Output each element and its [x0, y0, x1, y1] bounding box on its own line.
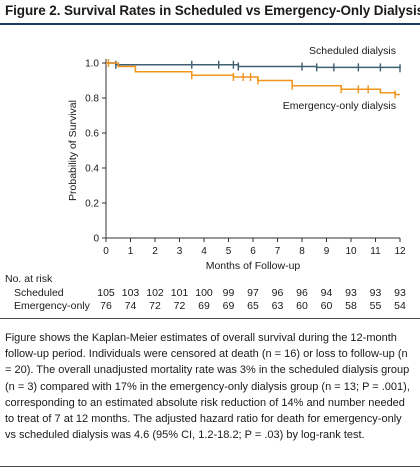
x-tick-label: 7 [275, 246, 281, 257]
x-tick-label: 9 [324, 246, 330, 257]
risk-count: 96 [296, 287, 308, 299]
risk-count: 94 [321, 287, 333, 299]
risk-count: 60 [296, 300, 308, 312]
title-rule [0, 23, 420, 25]
risk-count: 69 [223, 300, 235, 312]
caption-paragraph: Figure shows the Kaplan-Meier estimates … [5, 332, 410, 442]
series-label-emergency-only: Emergency-only dialysis [283, 100, 396, 112]
risk-count: 103 [122, 287, 140, 299]
risk-table: No. at risk Scheduled 105 103 102 101 100 99 97 9… [5, 273, 406, 312]
risk-count: 93 [345, 287, 357, 299]
x-tick-label: 6 [250, 246, 256, 257]
risk-count: 93 [370, 287, 382, 299]
risk-count: 58 [345, 300, 357, 312]
x-tick-label: 0 [103, 246, 109, 257]
risk-table-heading: No. at risk [5, 273, 53, 285]
x-tick-label: 12 [394, 246, 406, 257]
labels: Months of Follow-up Probability of Surviv… [67, 45, 396, 272]
risk-count: 69 [198, 300, 210, 312]
risk-row-label: Emergency-only [14, 300, 91, 312]
risk-count: 54 [394, 300, 406, 312]
y-tick-label: 0 [93, 234, 99, 245]
risk-count: 99 [223, 287, 235, 299]
x-tick-label: 11 [370, 246, 381, 257]
y-axis-title: Probability of Survival [67, 100, 79, 201]
x-tick-label: 4 [201, 246, 207, 257]
x-tick-label: 2 [152, 246, 158, 257]
risk-count: 63 [272, 300, 284, 312]
x-tick-label: 1 [128, 246, 134, 257]
risk-row-label: Scheduled [14, 287, 64, 299]
x-tick-label: 5 [226, 246, 232, 257]
risk-count: 76 [100, 300, 112, 312]
risk-count: 60 [321, 300, 333, 312]
y-tick-label: 0.4 [85, 164, 99, 175]
figure-caption: Figure shows the Kaplan-Meier estimates … [5, 330, 415, 443]
risk-count: 96 [272, 287, 284, 299]
risk-count: 72 [149, 300, 161, 312]
risk-count: 65 [247, 300, 259, 312]
risk-count: 72 [174, 300, 186, 312]
bottom-rule [0, 466, 420, 467]
y-tick-label: 1.0 [85, 59, 99, 70]
caption-rule [0, 318, 420, 319]
risk-count: 93 [394, 287, 406, 299]
x-tick-label: 8 [299, 246, 305, 257]
y-tick-label: 0.6 [85, 129, 99, 140]
x-tick-label: 10 [345, 246, 357, 257]
risk-count: 102 [146, 287, 164, 299]
series-line-scheduled [106, 62, 401, 69]
risk-count: 105 [97, 287, 115, 299]
risk-count: 101 [171, 287, 189, 299]
risk-count: 97 [247, 287, 259, 299]
series-label-scheduled: Scheduled dialysis [309, 45, 396, 57]
risk-count: 100 [195, 287, 213, 299]
y-tick-label: 0.2 [85, 199, 99, 210]
x-axis-title: Months of Follow-up [206, 260, 301, 272]
y-tick-label: 0.8 [85, 94, 99, 105]
x-tick-label: 3 [177, 246, 183, 257]
risk-count: 74 [125, 300, 137, 312]
risk-count: 55 [370, 300, 382, 312]
figure-title: Figure 2. Survival Rates in Scheduled vs… [5, 3, 420, 18]
series-layer [106, 59, 401, 99]
